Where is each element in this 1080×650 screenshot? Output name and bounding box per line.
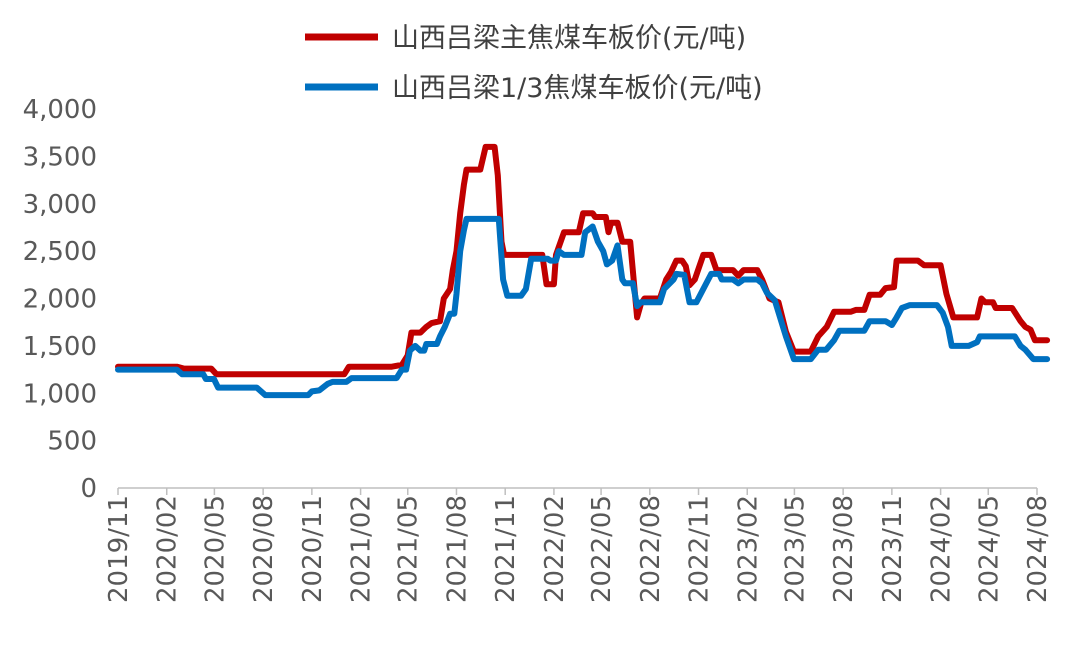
y-tick-label: 1,500 xyxy=(23,332,97,362)
x-tick-label: 2020/05 xyxy=(200,495,230,603)
x-axis: 2019/11 2020/02 2020/05 2020/08 2020/11 2021/… xyxy=(104,487,1053,603)
legend-item-main-coking-coal[interactable]: 山西吕梁主焦煤车板价(元/吨) xyxy=(305,23,746,54)
x-tick-label: 2022/08 xyxy=(636,495,666,603)
y-tick-label: 2,000 xyxy=(23,285,97,315)
x-tick-label: 2021/08 xyxy=(442,495,472,603)
x-tick-label: 2023/02 xyxy=(733,495,763,603)
legend-item-one-third-coking-coal[interactable]: 山西吕梁1/3焦煤车板价(元/吨) xyxy=(305,73,763,104)
x-tick-label: 2023/05 xyxy=(780,495,810,603)
x-tick-label: 2023/08 xyxy=(829,495,859,603)
x-tick-label: 2024/05 xyxy=(974,495,1004,603)
y-axis: 0 500 1,000 1,500 2,000 2,500 3,000 3,500 4,000 xyxy=(23,95,97,504)
x-tick-label: 2022/05 xyxy=(587,495,617,603)
y-tick-label: 0 xyxy=(80,474,97,504)
y-tick-label: 3,500 xyxy=(23,142,97,172)
x-tick-label: 2020/11 xyxy=(298,495,328,603)
series-line-0 xyxy=(115,143,1051,378)
y-tick-label: 2,500 xyxy=(23,237,97,267)
y-tick-label: 500 xyxy=(47,427,97,457)
series-line-1 xyxy=(115,215,1051,399)
y-tick-label: 1,000 xyxy=(23,379,97,409)
legend-label: 山西吕梁主焦煤车板价(元/吨) xyxy=(392,23,746,54)
x-tick-label: 2019/11 xyxy=(104,495,134,603)
x-tick-label: 2022/02 xyxy=(540,495,570,603)
x-tick-label: 2021/11 xyxy=(491,495,521,603)
x-tick-label: 2024/02 xyxy=(927,495,957,603)
x-tick-label: 2020/08 xyxy=(249,495,279,603)
x-tick-label: 2022/11 xyxy=(685,495,715,603)
x-tick-label: 2024/08 xyxy=(1023,495,1053,603)
legend: 山西吕梁主焦煤车板价(元/吨) 山西吕梁1/3焦煤车板价(元/吨) xyxy=(305,23,763,104)
legend-label: 山西吕梁1/3焦煤车板价(元/吨) xyxy=(392,73,763,104)
plot-area xyxy=(115,143,1051,399)
y-tick-label: 3,000 xyxy=(23,190,97,220)
y-tick-label: 4,000 xyxy=(23,95,97,125)
x-tick-label: 2023/11 xyxy=(878,495,908,603)
x-tick-label: 2021/02 xyxy=(347,495,377,603)
x-tick-label: 2020/02 xyxy=(153,495,183,603)
x-tick-label: 2021/05 xyxy=(394,495,424,603)
